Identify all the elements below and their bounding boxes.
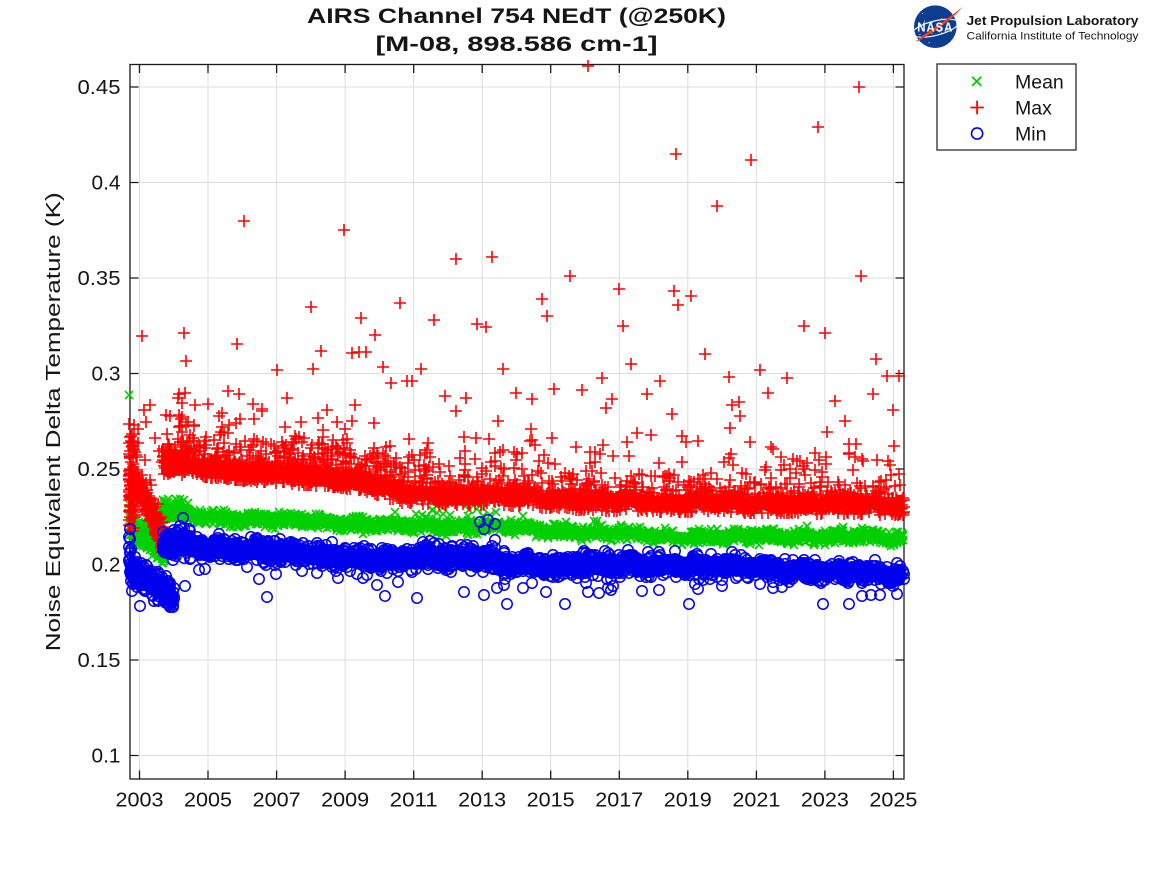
- svg-text:2005: 2005: [184, 790, 232, 812]
- svg-text:2009: 2009: [321, 790, 369, 812]
- svg-text:NASA: NASA: [917, 21, 953, 35]
- svg-text:2011: 2011: [390, 790, 438, 812]
- svg-text:2025: 2025: [869, 790, 917, 812]
- svg-text:Max: Max: [1015, 98, 1052, 120]
- svg-text:Min: Min: [1015, 124, 1046, 146]
- svg-text:2021: 2021: [732, 790, 780, 812]
- svg-text:0.2: 0.2: [92, 555, 121, 577]
- svg-text:0.25: 0.25: [78, 459, 121, 481]
- svg-text:Jet Propulsion Laboratory: Jet Propulsion Laboratory: [967, 13, 1140, 28]
- svg-text:California Institute of Techno: California Institute of Technology: [967, 31, 1140, 43]
- svg-text:0.15: 0.15: [78, 650, 121, 672]
- svg-text:AIRS Channel 754 NEdT (@250K): AIRS Channel 754 NEdT (@250K): [307, 5, 726, 28]
- svg-text:[M-08, 898.586 cm-1]: [M-08, 898.586 cm-1]: [376, 33, 658, 56]
- svg-text:2015: 2015: [527, 790, 575, 812]
- svg-text:Noise Equivalent Delta Tempera: Noise Equivalent Delta Temperature (K): [43, 192, 65, 651]
- svg-text:0.1: 0.1: [92, 746, 121, 768]
- svg-text:Mean: Mean: [1015, 72, 1064, 94]
- svg-text:2007: 2007: [253, 790, 301, 812]
- svg-text:2017: 2017: [595, 790, 643, 812]
- svg-text:0.45: 0.45: [78, 77, 121, 99]
- svg-text:2019: 2019: [664, 790, 712, 812]
- svg-text:0.35: 0.35: [78, 268, 121, 290]
- svg-text:0.3: 0.3: [92, 364, 121, 386]
- svg-text:2013: 2013: [458, 790, 506, 812]
- svg-text:0.4: 0.4: [92, 173, 121, 195]
- svg-text:2003: 2003: [116, 790, 164, 812]
- svg-text:2023: 2023: [801, 790, 849, 812]
